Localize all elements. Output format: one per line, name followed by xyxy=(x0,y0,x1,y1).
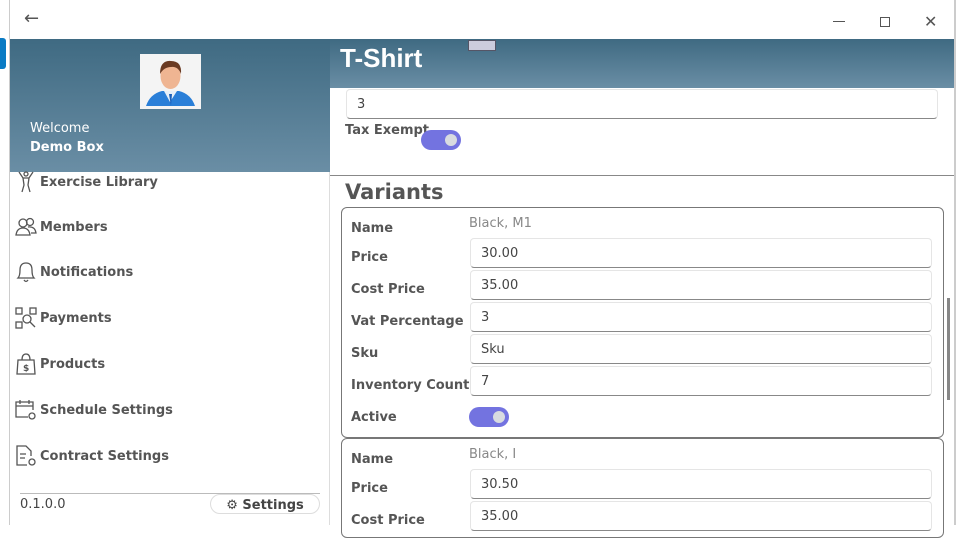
sidebar-item-schedule-settings[interactable]: Schedule Settings xyxy=(14,395,173,425)
active-toggle[interactable] xyxy=(469,407,509,427)
sidebar-item-label: Notifications xyxy=(40,264,134,280)
settings-button[interactable]: ⚙ Settings xyxy=(210,494,320,514)
divider xyxy=(330,175,954,176)
active-label: Active xyxy=(351,410,397,425)
shopping-bag-icon: $ xyxy=(16,353,36,375)
vat-input[interactable]: 3 xyxy=(470,302,932,332)
avatar xyxy=(140,54,201,109)
sidebar-item-members[interactable]: Members xyxy=(14,212,108,242)
sidebar-item-payments[interactable]: Payments xyxy=(14,303,112,333)
welcome-text: Welcome xyxy=(30,121,90,136)
inventory-input[interactable]: 7 xyxy=(470,366,932,396)
background-window xyxy=(0,0,10,525)
sidebar-item-products[interactable]: $ Products xyxy=(14,349,105,379)
svg-text:$: $ xyxy=(23,364,29,374)
page-header: T-Shirt xyxy=(330,39,954,88)
minimize-icon[interactable] xyxy=(833,21,845,22)
price-label: Price xyxy=(351,481,388,496)
document-gear-icon xyxy=(16,445,36,466)
price-input[interactable]: 30.50 xyxy=(470,469,932,499)
divider xyxy=(20,493,320,494)
title-bar: ← ✕ xyxy=(10,0,954,39)
variant-name: Black, M1 xyxy=(469,216,532,231)
drag-handle-icon[interactable] xyxy=(468,40,496,51)
vat-label: Vat Percentage xyxy=(351,314,464,329)
close-icon[interactable]: ✕ xyxy=(924,12,938,31)
cost-price-input[interactable]: 35.00 xyxy=(470,270,932,300)
sidebar-item-contract-settings[interactable]: Contract Settings xyxy=(14,441,169,471)
sidebar-header: Welcome Demo Box xyxy=(10,39,330,172)
qr-icon xyxy=(15,307,37,329)
sidebar-item-label: Exercise Library xyxy=(40,174,158,190)
version-label: 0.1.0.0 xyxy=(20,497,66,512)
calendar-gear-icon xyxy=(15,400,36,420)
name-label: Name xyxy=(351,452,394,467)
sidebar-item-label: Schedule Settings xyxy=(40,402,173,418)
arrow-left-icon[interactable]: ← xyxy=(24,8,40,29)
user-name: Demo Box xyxy=(30,140,104,155)
maximize-icon[interactable] xyxy=(880,17,890,27)
name-label: Name xyxy=(351,221,394,236)
sidebar-item-label: Payments xyxy=(40,310,112,326)
sidebar-item-exercise-library[interactable]: Exercise Library xyxy=(14,167,158,197)
cost-price-label: Cost Price xyxy=(351,282,425,297)
gear-icon: ⚙ xyxy=(226,498,243,513)
members-icon xyxy=(15,217,37,236)
sku-label: Sku xyxy=(351,346,379,361)
inventory-label: Inventory Count xyxy=(351,378,470,393)
variants-title: Variants xyxy=(345,180,444,204)
price-input[interactable]: 30.00 xyxy=(470,238,932,268)
sidebar-item-label: Members xyxy=(40,219,108,235)
scrollbar[interactable] xyxy=(947,298,950,400)
price-label: Price xyxy=(351,250,388,265)
tax-exempt-label: Tax Exempt xyxy=(345,123,430,138)
cost-price-label: Cost Price xyxy=(351,513,425,528)
sidebar-item-notifications[interactable]: Notifications xyxy=(14,257,133,287)
background-app-tab xyxy=(0,38,6,69)
sku-input[interactable]: Sku xyxy=(470,334,932,364)
window-border xyxy=(954,0,956,525)
bell-icon xyxy=(16,262,36,283)
variant-name: Black, I xyxy=(469,447,517,462)
variant-card xyxy=(341,207,944,438)
sidebar-item-label: Products xyxy=(40,356,106,372)
exercise-icon xyxy=(18,171,34,193)
sidebar-item-label: Contract Settings xyxy=(40,448,169,464)
top-field-input[interactable]: 3 xyxy=(346,89,938,119)
tax-exempt-toggle[interactable] xyxy=(421,130,461,150)
sidebar: Welcome Demo Box Exercise Library Member… xyxy=(10,39,330,525)
page-title: T-Shirt xyxy=(340,43,423,73)
settings-label: Settings xyxy=(242,498,304,513)
cost-price-input[interactable]: 35.00 xyxy=(470,501,932,531)
